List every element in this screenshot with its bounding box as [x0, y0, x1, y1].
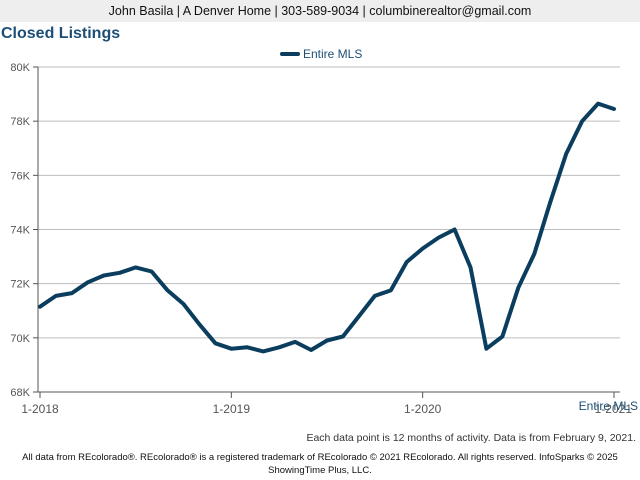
- x-tick-label: 1-2018: [21, 402, 59, 416]
- footnote: Each data point is 12 months of activity…: [306, 432, 636, 444]
- x-tick-label: 1-2020: [404, 402, 442, 416]
- y-tick-label: 68K: [10, 387, 30, 399]
- series-group: [38, 101, 616, 354]
- x-tick-label: 1-2021: [595, 402, 633, 416]
- footer-line-2: ShowingTime Plus, LLC.: [268, 465, 372, 476]
- series-end-label: Entire MLS: [579, 399, 638, 413]
- x-tick-label: 1-2019: [213, 402, 251, 416]
- y-tick-label: 70K: [10, 333, 30, 345]
- line-chart: 68K 70K 72K 74K 76K 78K 80K 1-2018 1-2019 1-2020…: [10, 47, 638, 416]
- header-bar: John Basila | A Denver Home | 303-589-90…: [0, 0, 640, 22]
- y-tick-label: 78K: [10, 116, 30, 128]
- legend[interactable]: Entire MLS: [280, 47, 362, 61]
- contact-line: John Basila | A Denver Home | 303-589-90…: [108, 4, 532, 18]
- y-tick-label: 80K: [10, 62, 30, 74]
- y-tick-label: 76K: [10, 170, 30, 182]
- series-line-entire-mls: [38, 101, 616, 354]
- gridlines: [38, 66, 620, 393]
- x-axis: 1-2018 1-2019 1-2020 1-2021: [21, 391, 633, 416]
- chart-title: Closed Listings: [1, 25, 121, 42]
- y-tick-label: 74K: [10, 225, 30, 237]
- legend-label[interactable]: Entire MLS: [303, 47, 362, 61]
- y-tick-label: 72K: [10, 279, 30, 291]
- footer-line-1: All data from REcolorado®. REcolorado® i…: [22, 452, 618, 463]
- y-axis: 68K 70K 72K 74K 76K 78K 80K: [10, 62, 39, 399]
- footer: All data from REcolorado®. REcolorado® i…: [0, 451, 640, 477]
